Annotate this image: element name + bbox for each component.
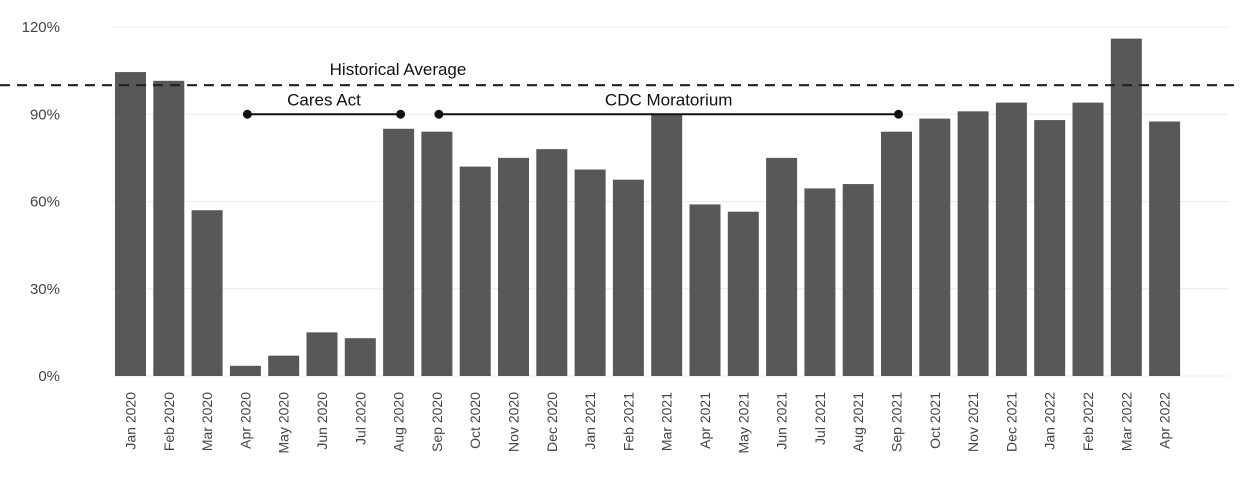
x-tick-label: Jun 2021 xyxy=(774,392,790,450)
annotation-end-dot xyxy=(396,109,406,119)
annotation-start-dot xyxy=(242,109,252,119)
x-tick-label: Mar 2021 xyxy=(659,392,675,451)
y-tick-label: 30% xyxy=(30,281,60,298)
bar xyxy=(498,157,529,376)
x-tick-label: Apr 2020 xyxy=(237,392,253,449)
bar xyxy=(536,149,568,376)
bar xyxy=(1072,102,1104,376)
bar xyxy=(919,118,951,377)
x-tick-label: Oct 2020 xyxy=(467,392,483,449)
x-tick-label: Mar 2020 xyxy=(199,392,215,451)
x-tick-label: Feb 2022 xyxy=(1080,392,1096,451)
x-tick-label: Jun 2020 xyxy=(314,392,330,450)
bar xyxy=(727,211,759,376)
bar xyxy=(766,157,798,376)
bar xyxy=(881,131,912,376)
reference-line-label: Historical Average xyxy=(330,60,467,79)
x-tick-label: Apr 2022 xyxy=(1157,392,1173,449)
x-tick-label: Jan 2022 xyxy=(1042,392,1058,450)
y-tick-label: 90% xyxy=(30,106,60,123)
annotation-label: CDC Moratorium xyxy=(605,90,733,109)
bar xyxy=(1149,121,1181,376)
x-tick-label: Aug 2020 xyxy=(391,392,407,452)
bar xyxy=(612,179,644,376)
x-tick-label: Dec 2021 xyxy=(1003,392,1019,452)
bar xyxy=(957,111,989,376)
x-tick-label: Mar 2022 xyxy=(1118,392,1134,451)
y-tick-label: 0% xyxy=(38,368,60,385)
x-tick-label: Feb 2021 xyxy=(620,392,636,451)
bar xyxy=(1034,120,1066,376)
x-tick-label: Oct 2021 xyxy=(927,392,943,449)
bar xyxy=(115,72,146,377)
x-tick-label: Feb 2020 xyxy=(161,392,177,451)
x-tick-label: Dec 2020 xyxy=(544,392,560,452)
y-tick-label: 120% xyxy=(22,19,60,36)
bar xyxy=(995,102,1027,376)
bar xyxy=(689,204,721,376)
x-tick-label: Jul 2021 xyxy=(812,392,828,445)
x-tick-label: Jul 2020 xyxy=(352,392,368,445)
x-tick-label: Sep 2020 xyxy=(429,392,445,452)
bar xyxy=(153,80,185,376)
bar xyxy=(383,128,415,376)
x-tick-label: Nov 2021 xyxy=(965,392,981,452)
annotation-start-dot xyxy=(434,109,444,119)
bar xyxy=(268,355,300,376)
x-tick-label: Sep 2021 xyxy=(889,392,905,452)
bars xyxy=(115,38,1181,377)
y-tick-label: 60% xyxy=(30,194,60,211)
bar xyxy=(804,188,836,376)
bar xyxy=(306,332,338,376)
x-tick-label: May 2020 xyxy=(276,392,292,454)
x-tick-label: Jan 2021 xyxy=(582,392,598,450)
bar xyxy=(229,365,261,376)
annotation-end-dot xyxy=(894,109,903,119)
bar xyxy=(459,166,491,376)
x-tick-label: Jan 2020 xyxy=(123,392,139,450)
annotation-label: Cares Act xyxy=(287,90,361,109)
x-tick-label: Apr 2021 xyxy=(697,392,713,449)
bar xyxy=(421,131,453,376)
x-axis-ticks: Jan 2020 Feb 2020 Mar 2020 Apr 2020 May 2020… xyxy=(123,392,1173,454)
annotations: Cares Act CDC Moratorium xyxy=(242,90,903,119)
x-tick-label: Aug 2021 xyxy=(850,392,866,452)
bar xyxy=(651,114,683,376)
bar xyxy=(1110,38,1142,377)
reference-line-group: Historical Average xyxy=(0,60,1240,87)
x-tick-label: Nov 2020 xyxy=(506,392,522,452)
x-tick-label: May 2021 xyxy=(735,392,751,454)
bar xyxy=(344,338,376,376)
bar xyxy=(842,184,874,376)
y-axis-ticks: 0% 30% 60% 90% 120% xyxy=(22,19,60,385)
bar xyxy=(574,169,606,376)
bar xyxy=(191,210,223,376)
